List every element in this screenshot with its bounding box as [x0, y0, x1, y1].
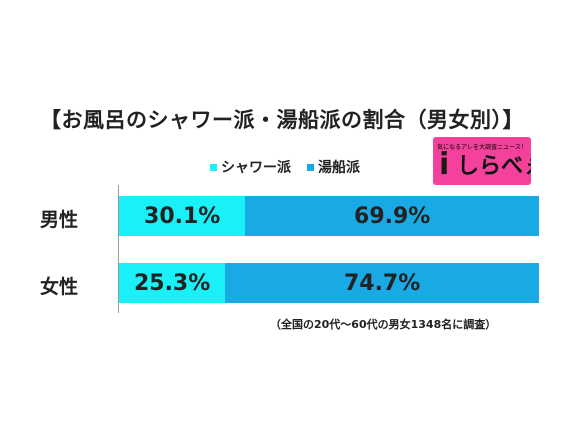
category-axis-line	[118, 185, 119, 313]
bar-segment-male-shower: 30.1%	[119, 196, 246, 236]
bar-female: 25.3% 74.7%	[119, 263, 539, 303]
bar-segment-female-shower: 25.3%	[119, 263, 226, 303]
data-label-male-shower: 30.1%	[144, 203, 221, 229]
legend-item-shower: シャワー派	[210, 157, 291, 177]
data-label-female-bath: 74.7%	[343, 270, 421, 296]
survey-note: （全国の20代～60代の男女1348名に調査）	[270, 318, 497, 331]
bar-segment-female-bath: 74.7%	[225, 263, 539, 303]
legend: シャワー派 湯船派	[210, 157, 360, 177]
chart-title: 【お風呂のシャワー派・湯船派の割合（男女別）】	[40, 108, 524, 132]
data-label-male-bath: 69.9%	[354, 203, 431, 229]
category-label-female: 女性	[40, 276, 79, 298]
shirabe-logo: 気になるアレを大調査ニュース！ i しらべぇ	[433, 137, 531, 185]
logo-name: しらべぇ	[457, 154, 531, 179]
legend-label-shower: シャワー派	[221, 160, 291, 176]
legend-swatch-shower	[210, 163, 217, 171]
bar-male: 30.1% 69.9%	[119, 196, 539, 236]
bar-segment-male-bath: 69.9%	[245, 196, 539, 236]
legend-swatch-bath	[307, 163, 314, 171]
legend-label-bath: 湯船派	[318, 160, 360, 176]
category-label-male: 男性	[40, 209, 79, 231]
legend-item-bath: 湯船派	[307, 157, 360, 177]
data-label-female-shower: 25.3%	[133, 270, 211, 296]
logo-mark-icon: i	[439, 147, 450, 182]
logo-tagline: 気になるアレを大調査ニュース！	[437, 144, 527, 151]
